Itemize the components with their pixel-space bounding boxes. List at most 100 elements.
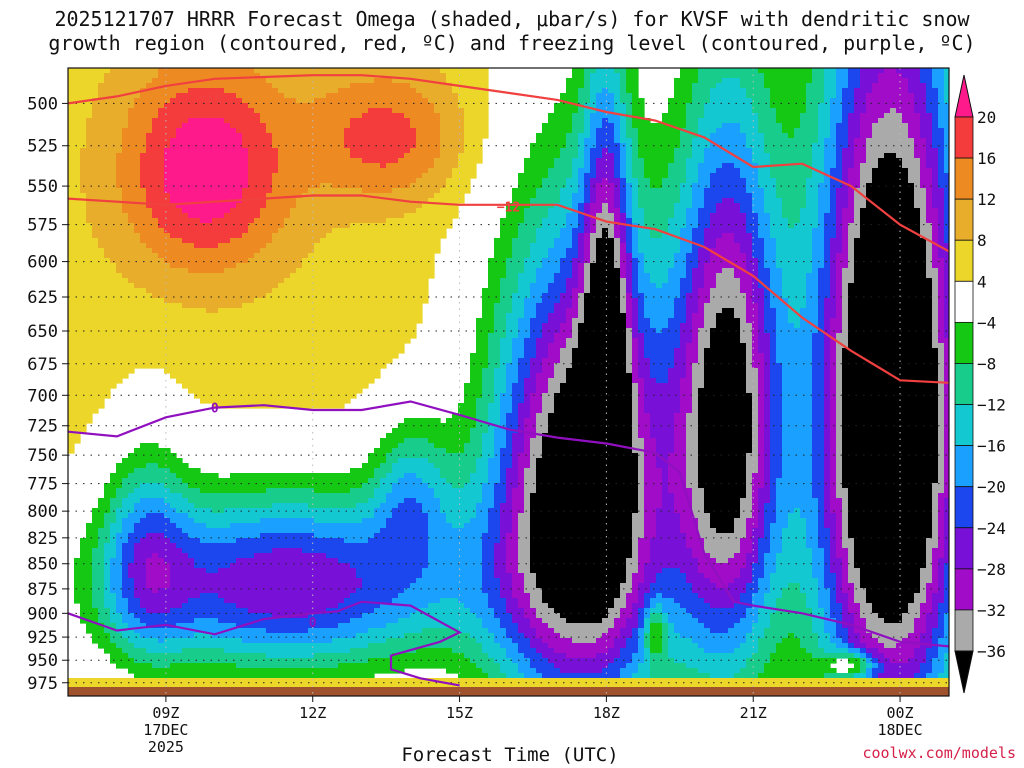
field-cell-2716 xyxy=(218,378,225,384)
field-cell-4327 xyxy=(302,598,309,604)
field-cell-2288 xyxy=(194,553,201,559)
field-cell-4565 xyxy=(314,658,321,664)
field-cell-2923 xyxy=(230,293,237,299)
field-cell-4467 xyxy=(314,103,321,109)
field-cell-1491 xyxy=(152,453,159,459)
field-cell-1196 xyxy=(134,643,141,649)
field-cell-1558 xyxy=(158,158,165,164)
field-cell-1637 xyxy=(158,633,165,639)
field-cell-1415 xyxy=(146,628,153,634)
field-cell-161 xyxy=(74,583,81,589)
field-cell-3399 xyxy=(254,478,261,484)
field-cell-3475 xyxy=(260,228,267,234)
field-cell-65 xyxy=(68,393,75,399)
field-cell-606 xyxy=(104,288,111,294)
field-cell-4226 xyxy=(296,658,303,664)
field-cell-4479 xyxy=(314,163,321,169)
field-cell-787 xyxy=(116,143,123,149)
field-cell-4683 xyxy=(320,683,327,689)
field-cell-4929 xyxy=(338,153,345,159)
field-cell-4604 xyxy=(320,223,327,229)
field-cell-3637 xyxy=(266,538,273,544)
field-cell-2416 xyxy=(200,633,207,639)
field-cell-3318 xyxy=(248,638,255,644)
field-cell-954 xyxy=(122,518,129,524)
field-cell-1994 xyxy=(182,123,189,129)
field-cell-1393 xyxy=(146,518,153,524)
field-cell-3822 xyxy=(278,268,285,274)
field-cell-3199 xyxy=(242,608,249,614)
field-cell-3513 xyxy=(260,483,267,489)
field-cell-3711 xyxy=(272,278,279,284)
field-cell-4150 xyxy=(296,213,303,219)
field-cell-2218 xyxy=(194,133,201,139)
field-cell-2091 xyxy=(182,683,189,689)
field-cell-863 xyxy=(116,603,123,609)
field-cell-641 xyxy=(104,548,111,554)
field-cell-2616 xyxy=(212,508,219,514)
field-cell-343 xyxy=(86,568,93,574)
field-cell-1247 xyxy=(140,268,147,274)
field-cell-1615 xyxy=(158,523,165,529)
field-cell-1729 xyxy=(164,538,171,544)
field-cell-4152 xyxy=(296,223,303,229)
field-cell-4408 xyxy=(308,373,315,379)
field-cell-252 xyxy=(80,588,87,594)
field-cell-1278 xyxy=(140,498,147,504)
field-cell-1117 xyxy=(134,168,141,174)
field-cell-3909 xyxy=(284,138,291,144)
field-cell-4908 xyxy=(332,678,339,684)
field-cell-1899 xyxy=(176,203,183,209)
field-cell-2950 xyxy=(230,493,237,499)
field-cell-4503 xyxy=(314,283,321,289)
field-cell-1109 xyxy=(134,128,141,134)
field-cell-3778 xyxy=(272,678,279,684)
field-cell-1199 xyxy=(134,658,141,664)
field-cell-1377 xyxy=(146,363,153,369)
field-cell-627 xyxy=(104,393,111,399)
field-cell-1624 xyxy=(158,568,165,574)
field-cell-3488 xyxy=(260,293,267,299)
field-cell-1828 xyxy=(170,478,177,484)
field-cell-2081 xyxy=(182,633,189,639)
field-cell-4328 xyxy=(302,603,309,609)
field-cell-1847 xyxy=(170,573,177,579)
field-cell-3749 xyxy=(272,533,279,539)
field-cell-3255 xyxy=(248,258,255,264)
field-cell-223 xyxy=(80,338,87,344)
field-cell-4764 xyxy=(326,523,333,529)
field-cell-238 xyxy=(80,413,87,419)
field-cell-2596 xyxy=(212,343,219,349)
field-cell-1887 xyxy=(176,143,183,149)
field-cell-1762 xyxy=(170,73,177,79)
field-cell-455 xyxy=(92,638,99,644)
field-cell-3005 xyxy=(236,138,243,144)
field-cell-4061 xyxy=(290,333,297,339)
field-cell-1271 xyxy=(140,463,147,469)
field-cell-3299 xyxy=(248,543,255,549)
field-cell-1002 xyxy=(128,138,135,144)
field-cell-2506 xyxy=(206,523,213,529)
field-cell-872 xyxy=(116,648,123,654)
field-cell-3219 xyxy=(248,78,255,84)
field-cell-2193 xyxy=(188,638,195,644)
field-cell-3009 xyxy=(236,158,243,164)
field-cell-739 xyxy=(110,518,117,524)
field-cell-265 xyxy=(86,78,93,84)
field-cell-2845 xyxy=(224,533,231,539)
field-cell-367 xyxy=(92,103,99,109)
field-cell-4752 xyxy=(326,398,333,404)
field-cell-3857 xyxy=(278,508,285,514)
field-cell-1081 xyxy=(128,613,135,619)
field-cell-934 xyxy=(122,338,129,344)
field-cell-1594 xyxy=(158,338,165,344)
field-cell-3256 xyxy=(248,263,255,269)
field-cell-3941 xyxy=(284,298,291,304)
field-cell-4839 xyxy=(332,268,339,274)
field-cell-4506 xyxy=(314,298,321,304)
field-cell-4011 xyxy=(290,83,297,89)
field-cell-3845 xyxy=(278,383,285,389)
field-cell-3094 xyxy=(236,648,243,654)
field-cell-2507 xyxy=(206,528,213,534)
field-cell-4560 xyxy=(314,633,321,639)
